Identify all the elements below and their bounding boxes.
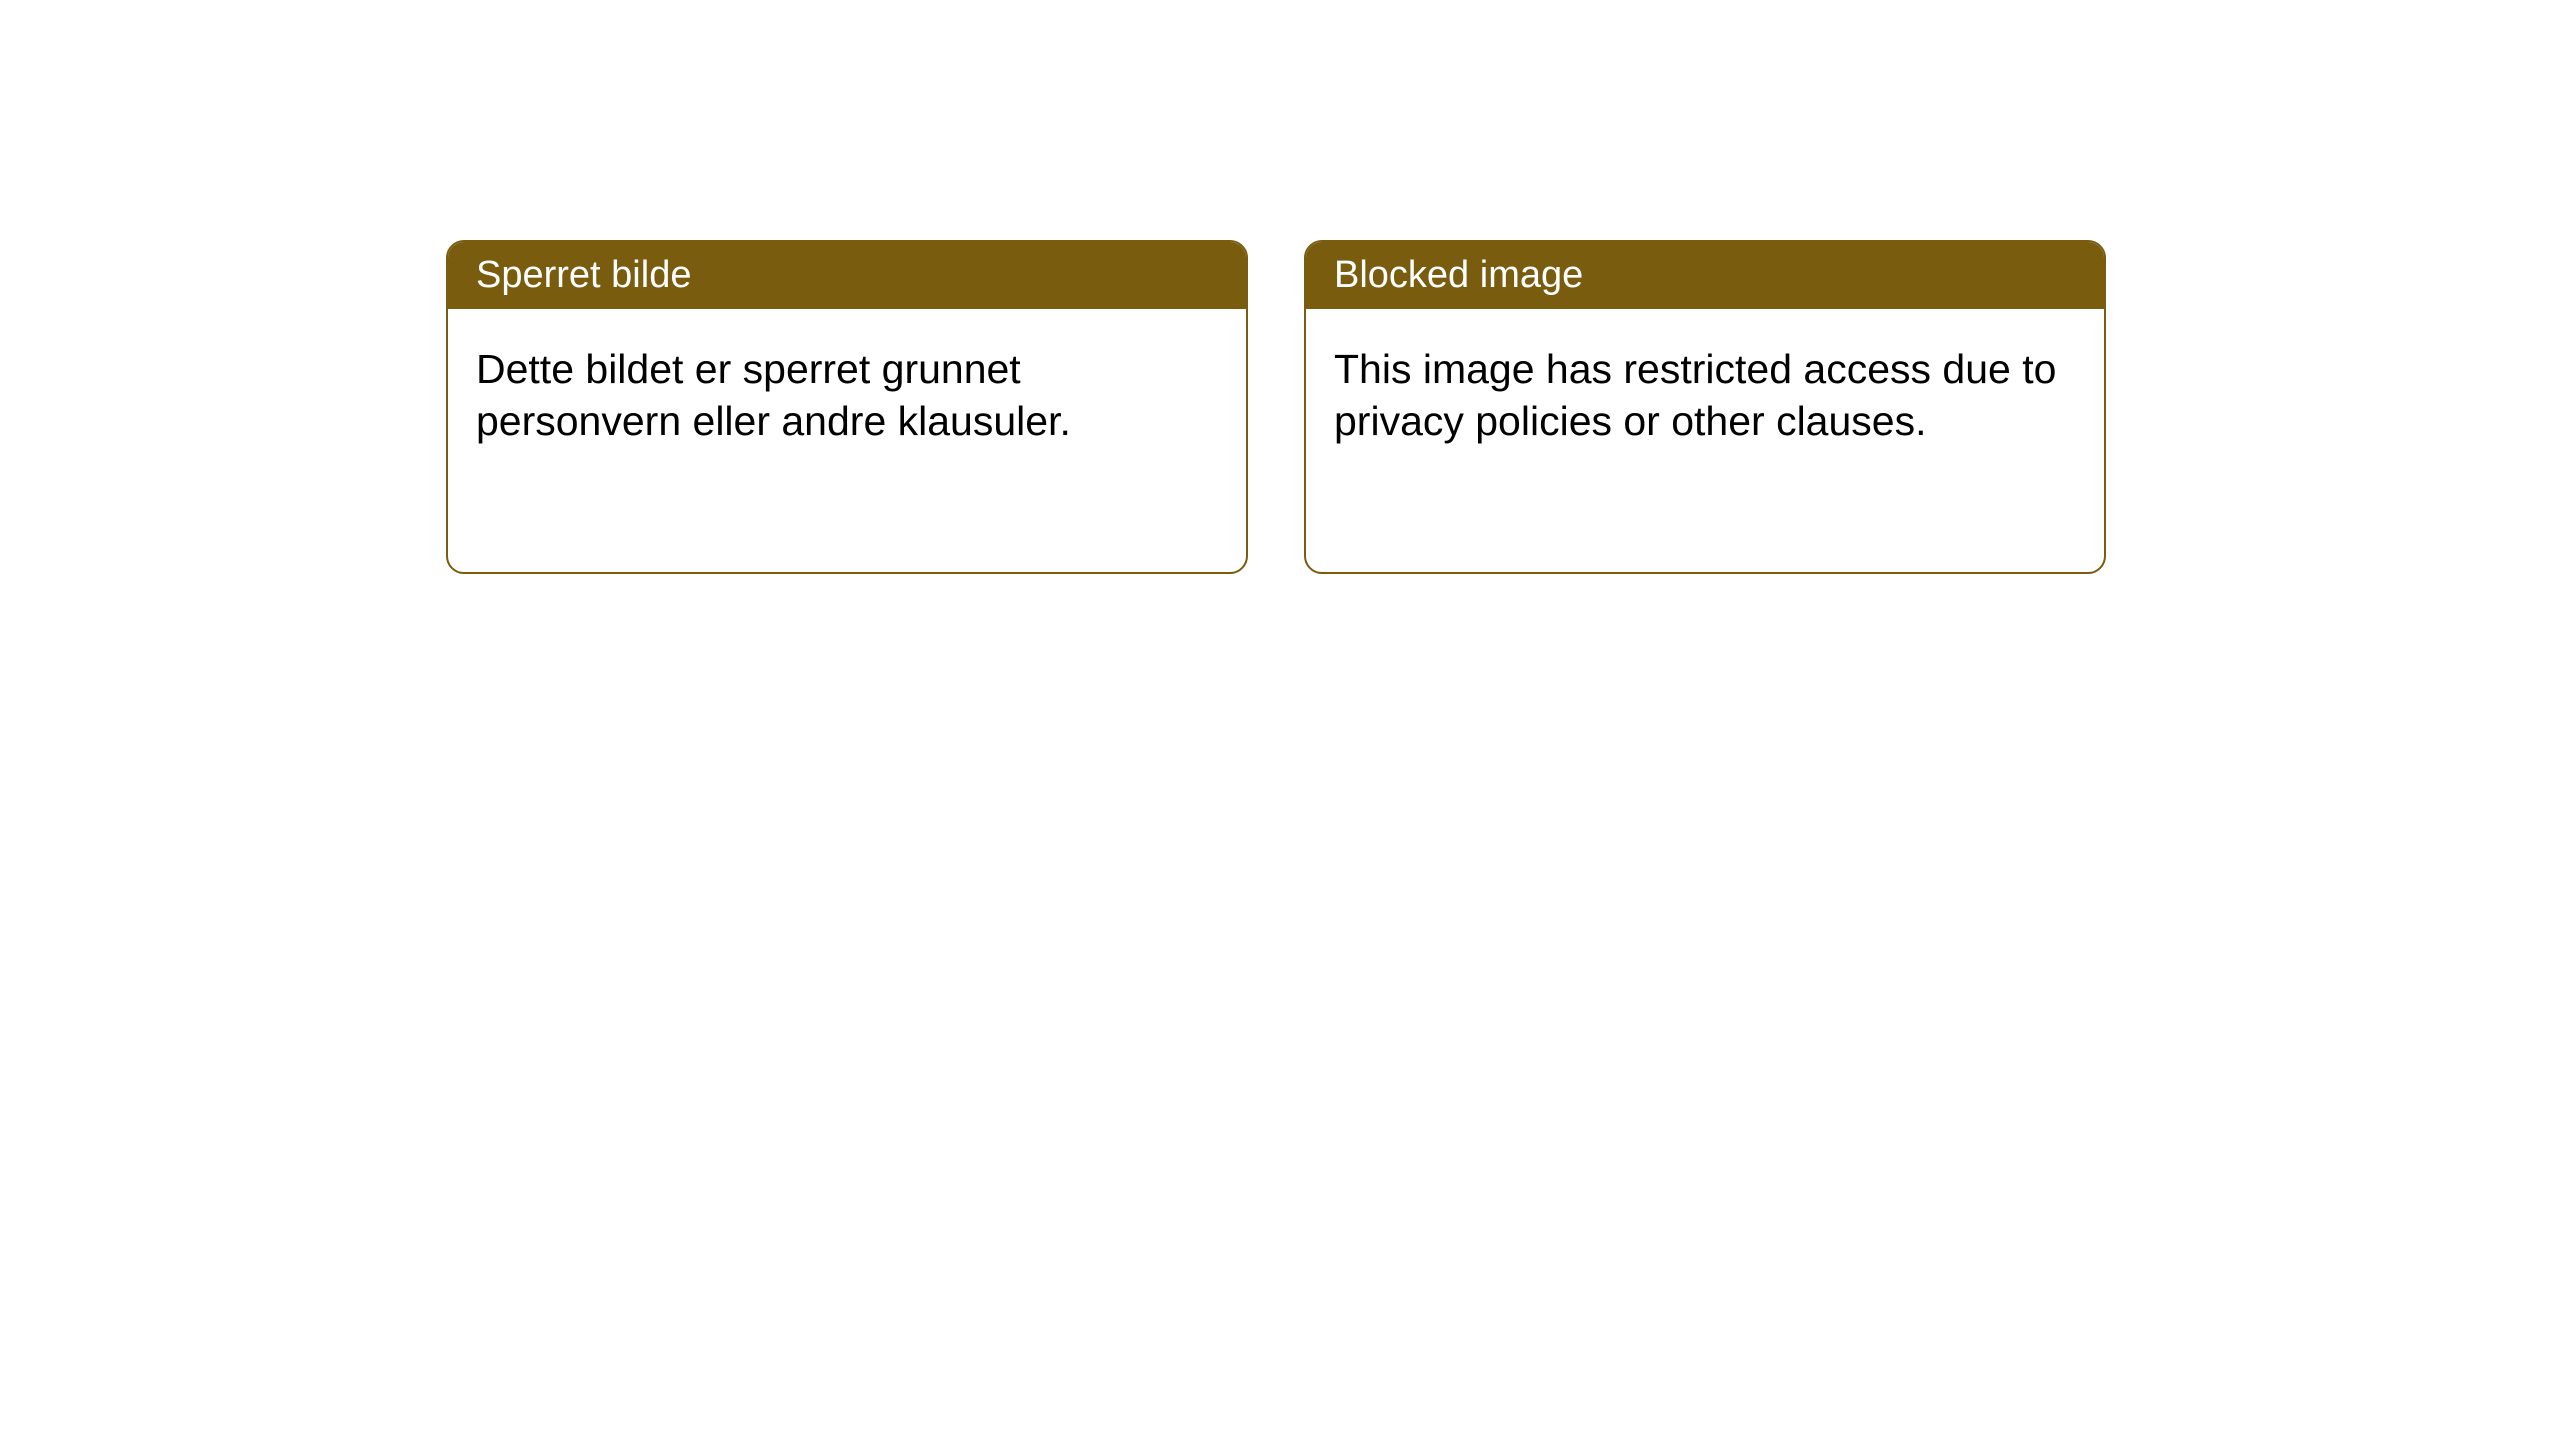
notice-body: This image has restricted access due to … bbox=[1306, 309, 2104, 482]
notice-header: Blocked image bbox=[1306, 242, 2104, 309]
notice-body: Dette bildet er sperret grunnet personve… bbox=[448, 309, 1246, 482]
notice-cards-container: Sperret bilde Dette bildet er sperret gr… bbox=[446, 240, 2106, 574]
notice-card-english: Blocked image This image has restricted … bbox=[1304, 240, 2106, 574]
notice-title: Blocked image bbox=[1334, 254, 1583, 296]
notice-title: Sperret bilde bbox=[476, 254, 691, 296]
notice-card-norwegian: Sperret bilde Dette bildet er sperret gr… bbox=[446, 240, 1248, 574]
notice-header: Sperret bilde bbox=[448, 242, 1246, 309]
notice-body-text: This image has restricted access due to … bbox=[1334, 346, 2056, 444]
notice-body-text: Dette bildet er sperret grunnet personve… bbox=[476, 346, 1071, 444]
